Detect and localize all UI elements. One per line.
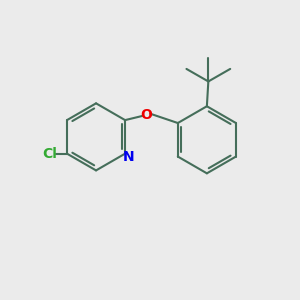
Text: Cl: Cl <box>42 147 57 160</box>
Text: N: N <box>123 150 134 164</box>
Text: O: O <box>140 108 152 122</box>
